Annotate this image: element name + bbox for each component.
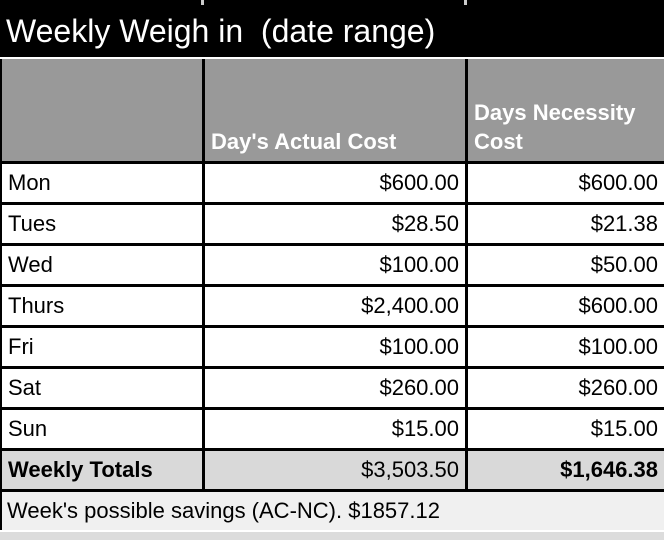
column-divider: [465, 59, 468, 161]
title-header-divider: [0, 57, 664, 59]
weekly-totals-row: Weekly Totals $3,503.50 $1,646.38: [0, 448, 664, 489]
necessity-cost-cell[interactable]: $600.00: [578, 169, 658, 195]
gridline-notch: [201, 0, 204, 5]
table-row-tues: Tues $28.50 $21.38: [0, 202, 664, 243]
gridline-notch: [464, 0, 467, 5]
actual-cost-cell[interactable]: $100.00: [379, 333, 459, 359]
necessity-cost-cell[interactable]: $21.38: [590, 210, 658, 236]
left-border: [0, 410, 2, 448]
left-border: [0, 59, 2, 161]
left-border: [0, 369, 2, 407]
column-divider: [465, 328, 468, 366]
header-cell-actual-cost[interactable]: Day's Actual Cost: [211, 129, 397, 154]
left-border: [0, 492, 2, 530]
necessity-cost-cell[interactable]: $100.00: [578, 333, 658, 359]
savings-note-row: Week's possible savings (AC-NC). $1857.1…: [0, 489, 664, 530]
sheet-title: Weekly Weigh in (date range): [6, 12, 436, 49]
actual-cost-cell[interactable]: $28.50: [391, 210, 459, 236]
column-divider: [465, 205, 468, 243]
header-cell-necessity-cost[interactable]: Days Necessity Cost: [474, 100, 636, 154]
necessity-cost-cell[interactable]: $600.00: [578, 292, 658, 318]
column-divider: [202, 369, 205, 407]
column-divider: [202, 410, 205, 448]
savings-note-cell[interactable]: Week's possible savings (AC-NC). $1857.1…: [7, 497, 440, 523]
actual-cost-cell[interactable]: $260.00: [379, 374, 459, 400]
totals-actual-cell[interactable]: $3,503.50: [361, 456, 459, 482]
necessity-cost-cell[interactable]: $50.00: [590, 251, 658, 277]
column-divider: [202, 164, 205, 202]
column-divider: [202, 451, 205, 489]
table-row-wed: Wed $100.00 $50.00: [0, 243, 664, 284]
header-row: Day's Actual Cost Days Necessity Cost: [0, 59, 664, 161]
column-divider: [465, 369, 468, 407]
table-row-sun: Sun $15.00 $15.00: [0, 407, 664, 448]
day-cell[interactable]: Sat: [8, 374, 42, 400]
table-row-fri: Fri $100.00 $100.00: [0, 325, 664, 366]
column-divider: [465, 246, 468, 284]
column-divider: [202, 328, 205, 366]
actual-cost-cell[interactable]: $600.00: [379, 169, 459, 195]
column-divider: [465, 287, 468, 325]
totals-label-cell[interactable]: Weekly Totals: [8, 456, 153, 482]
totals-necessity-cell[interactable]: $1,646.38: [560, 456, 658, 482]
left-border: [0, 287, 2, 325]
day-cell[interactable]: Fri: [8, 333, 34, 359]
table-row-thurs: Thurs $2,400.00 $600.00: [0, 284, 664, 325]
actual-cost-cell[interactable]: $2,400.00: [361, 292, 459, 318]
column-divider: [202, 287, 205, 325]
day-cell[interactable]: Sun: [8, 415, 48, 441]
day-cell[interactable]: Thurs: [8, 292, 65, 318]
next-row-partial: [0, 530, 664, 540]
column-divider: [202, 246, 205, 284]
day-cell[interactable]: Wed: [8, 251, 53, 277]
column-divider: [465, 451, 468, 489]
day-cell[interactable]: Tues: [8, 210, 57, 236]
column-divider: [202, 205, 205, 243]
table-row-sat: Sat $260.00 $260.00: [0, 366, 664, 407]
title-bar[interactable]: Weekly Weigh in (date range): [0, 0, 664, 57]
actual-cost-cell[interactable]: $15.00: [391, 415, 459, 441]
actual-cost-cell[interactable]: $100.00: [379, 251, 459, 277]
column-divider: [465, 410, 468, 448]
left-border: [0, 328, 2, 366]
column-divider: [465, 164, 468, 202]
column-divider: [202, 59, 205, 161]
header-cell-day[interactable]: [2, 59, 202, 161]
table-row-mon: Mon $600.00 $600.00: [0, 161, 664, 202]
left-border: [0, 164, 2, 202]
left-border: [0, 205, 2, 243]
left-border: [0, 246, 2, 284]
day-cell[interactable]: Mon: [8, 169, 51, 195]
necessity-cost-cell[interactable]: $15.00: [590, 415, 658, 441]
necessity-cost-cell[interactable]: $260.00: [578, 374, 658, 400]
left-border: [0, 451, 2, 489]
